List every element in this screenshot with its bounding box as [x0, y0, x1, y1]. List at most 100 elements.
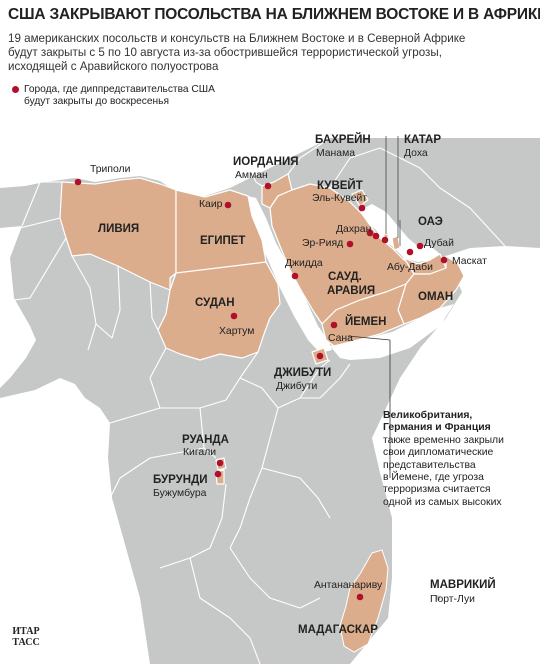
city-dot-bujumbura [214, 470, 222, 478]
border [251, 173, 263, 187]
city-dot-icon [12, 86, 19, 93]
city-dot-djibouti [316, 352, 324, 360]
label-muscat: Маскат [452, 256, 487, 267]
libya-region [59, 177, 177, 291]
note-line: также временно закрыли [383, 434, 504, 446]
city-dot-tripoli [74, 178, 82, 186]
label-madagascar: МАДАГАСКАР [298, 624, 378, 636]
mauritius-island [435, 595, 441, 601]
city-dot-abu-dhabi [406, 248, 414, 256]
label-yemen: ЙЕМЕН [345, 316, 387, 328]
label-doha: Доха [404, 148, 428, 159]
gulf-of-guinea [0, 378, 150, 664]
arabian-sea [350, 246, 540, 664]
atlantic-ocean [0, 226, 36, 388]
label-dhahran: Дахран [336, 224, 372, 235]
legend-row: Города, где диппредставительства США [10, 84, 215, 96]
note-line: в Йемене, где угроза [383, 472, 484, 484]
label-port-louis: Порт-Луи [430, 594, 475, 605]
label-abu-dhabi: Абу-Даби [387, 262, 433, 273]
label-riyadh: Эр-Рияд [302, 238, 344, 249]
kuwait-region [351, 189, 369, 207]
border [109, 447, 205, 499]
city-dot-sanaa [330, 321, 338, 329]
label-rwanda: РУАНДА [182, 434, 229, 446]
border [287, 137, 331, 175]
gulf-of-aden [330, 304, 454, 360]
itar-tass-logo: ИТАР ТАСС [8, 626, 44, 658]
map: Города, где диппредставительства США буд… [0, 78, 540, 664]
legend: Города, где диппредставительства США буд… [10, 84, 215, 108]
label-libya: ЛИВИЯ [98, 223, 140, 235]
border [19, 217, 61, 229]
label-saudi-1: САУД. [328, 271, 362, 283]
label-jeddah: Джидда [285, 258, 323, 269]
label-egypt: ЕГИПЕТ [200, 235, 246, 247]
lede: 19 американских посольств и консульств н… [8, 32, 528, 74]
city-dot-kigali [216, 459, 224, 467]
label-sudan: СУДАН [195, 297, 235, 309]
city-dot-cairo [224, 201, 232, 209]
city-dot-kuwait [358, 204, 366, 212]
label-amman: Амман [235, 170, 268, 181]
city-dot-manama [372, 232, 380, 240]
border [149, 281, 159, 331]
lede-line: 19 американских посольств и консульств н… [8, 32, 466, 45]
border [109, 407, 161, 424]
yemen-leader [347, 335, 391, 341]
label-oman: ОМАН [418, 291, 454, 303]
map-canvas [0, 78, 540, 664]
lede-line: исходящей с Аравийского полуострова [8, 60, 219, 73]
border [95, 265, 121, 339]
legend-line-1: Города, где диппредставительства США [24, 84, 215, 95]
label-manama: Манама [316, 148, 355, 159]
label-mauritius: МАВРИКИЙ [430, 579, 496, 591]
city-dot-doha [381, 236, 389, 244]
logo-line-1: ИТАР [12, 626, 40, 637]
border [300, 363, 351, 399]
city-dot-muscat [440, 256, 448, 264]
border [261, 467, 331, 519]
city-dot-riyadh [346, 240, 354, 248]
label-sanaa: Сана [328, 333, 353, 344]
note-title-2: Германия и Франция [383, 422, 491, 434]
label-jordan: ИОРДАНИЯ [233, 156, 299, 168]
label-kuwait: КУВЕЙТ [317, 180, 363, 192]
label-bahrain: БАХРЕЙН [315, 134, 371, 146]
qatar-region [391, 235, 401, 251]
border [71, 255, 97, 351]
city-dot-dubai [416, 242, 424, 250]
city-dot-jeddah [291, 272, 299, 280]
note-line: представительства [383, 459, 476, 471]
yemen-region [321, 283, 407, 347]
city-dot-amman [264, 182, 272, 190]
city-dot-dhahran [366, 229, 374, 237]
note-line: одной из самых высоких [383, 496, 502, 508]
legend-row: будут закрыты до воскресенья [10, 96, 215, 108]
city-dot-khartoum [230, 312, 238, 320]
note-title-1: Великобритания, [383, 410, 473, 421]
border [229, 407, 279, 549]
label-uae: ОАЭ [418, 216, 443, 228]
label-bujumbura: Бужумбура [153, 488, 207, 499]
sudan-region [157, 261, 281, 361]
border [229, 547, 321, 609]
border [21, 181, 62, 227]
note-line: свои дипломатические [383, 447, 494, 459]
border [189, 557, 261, 664]
madagascar [339, 549, 389, 653]
border [239, 359, 331, 409]
note-line: терроризма считается [383, 484, 491, 496]
border [329, 147, 506, 247]
label-cairo: Каир [199, 199, 223, 210]
label-djibouti: ДЖИБУТИ [274, 367, 332, 379]
border [13, 237, 67, 301]
label-antananarivo: Антананариву [314, 580, 383, 591]
headline: США ЗАКРЫВАЮТ ПОСОЛЬСТВА НА БЛИЖНЕМ ВОСТ… [8, 6, 540, 23]
label-tripoli: Триполи [90, 164, 131, 175]
city-dot-antananarivo [356, 593, 364, 601]
label-dubai: Дубай [424, 238, 454, 249]
lede-line: будут закрыты с 5 по 10 августа из-за об… [8, 46, 442, 59]
legend-line-2: будут закрыты до воскресенья [24, 96, 169, 107]
label-kuwait-city: Эль-Кувейт [312, 193, 368, 204]
